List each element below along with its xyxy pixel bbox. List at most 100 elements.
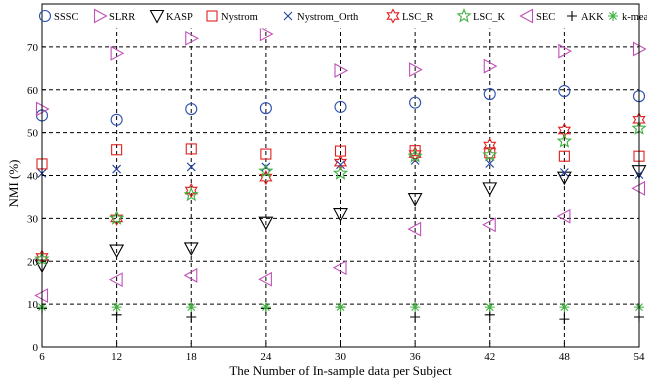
- y-tick-label: 30: [27, 213, 39, 225]
- data-point: [336, 160, 345, 170]
- data-point: [485, 159, 495, 168]
- legend-marker: [149, 9, 165, 24]
- legend-marker: [456, 7, 472, 23]
- data-point: [558, 84, 571, 98]
- data-point: [183, 242, 199, 257]
- data-point: [556, 133, 573, 148]
- data-point: [260, 302, 271, 313]
- data-point: [334, 100, 347, 113]
- data-point: [112, 164, 122, 174]
- data-point: [482, 146, 498, 162]
- data-point: [335, 302, 346, 313]
- x-tick-label: 6: [39, 351, 45, 363]
- data-point: [484, 302, 495, 313]
- legend-marker: [283, 11, 293, 21]
- legend-marker: [206, 10, 218, 22]
- data-point: [261, 162, 271, 172]
- data-point: [258, 163, 274, 178]
- data-point: [332, 165, 349, 180]
- data-point: [111, 144, 123, 156]
- data-point: [557, 122, 572, 139]
- data-point: [109, 244, 125, 259]
- x-axis-label: The Number of In-sample data per Subject: [229, 363, 452, 378]
- legend-label: Nystrom_Orth: [297, 12, 359, 23]
- data-point: [556, 208, 571, 224]
- data-point: [110, 113, 123, 126]
- data-point: [185, 30, 199, 46]
- data-point: [183, 267, 198, 283]
- legend-marker: [38, 9, 52, 23]
- y-tick-label: 40: [27, 171, 39, 183]
- y-tick-label: 20: [27, 256, 39, 268]
- y-tick-label: 10: [27, 299, 39, 311]
- data-point: [260, 148, 272, 160]
- legend-label: LSC_R: [402, 12, 434, 23]
- legend-marker: [567, 11, 577, 21]
- x-tick-label: 18: [186, 351, 198, 363]
- data-point: [111, 302, 122, 313]
- data-point: [332, 260, 347, 276]
- data-point: [559, 302, 570, 313]
- legend-label: AKK: [581, 12, 604, 23]
- data-point: [183, 186, 199, 202]
- data-point: [409, 96, 422, 109]
- data-point: [407, 148, 423, 163]
- data-point: [110, 45, 125, 61]
- legend: SSSC SLRR KASP Nystrom Nystrom_Orth LSC_R LSC_…: [38, 4, 647, 29]
- y-tick-label: 50: [27, 128, 39, 140]
- legend-label: k-means: [622, 12, 647, 23]
- legend-box: [42, 4, 639, 29]
- legend-label: Nystrom: [221, 12, 258, 23]
- legend-label: LSC_K: [473, 12, 506, 23]
- x-tick-label: 24: [260, 351, 272, 363]
- data-point: [408, 146, 422, 162]
- data-point: [333, 208, 348, 222]
- data-point: [483, 58, 498, 74]
- data-point: [559, 168, 569, 177]
- data-point: [482, 182, 498, 197]
- legend-marker: [519, 8, 534, 24]
- data-point: [483, 137, 497, 154]
- data-point: [108, 210, 125, 225]
- x-tick-label: 30: [335, 351, 347, 363]
- data-point: [259, 102, 272, 115]
- data-point: [409, 62, 423, 78]
- data-point: [482, 217, 496, 233]
- legend-marker: [386, 8, 400, 24]
- data-point: [259, 169, 273, 186]
- data-point: [407, 193, 423, 207]
- series-lsc-k: [34, 120, 647, 266]
- grid-lines: [42, 4, 639, 347]
- legend-label: KASP: [166, 12, 193, 23]
- y-tick-label: 60: [27, 85, 39, 97]
- data-point: [109, 210, 124, 227]
- legend-label: SEC: [536, 12, 555, 23]
- data-point: [186, 162, 196, 172]
- data-point: [483, 87, 496, 101]
- data-point: [334, 63, 349, 78]
- axis-ticks: 6 12 18 24 30 36 42 48 54 0 10 20 30 40 50 60 70: [27, 42, 645, 363]
- data-point: [186, 302, 197, 313]
- x-tick-label: 12: [111, 351, 122, 363]
- data-point: [258, 271, 272, 287]
- series-layer: [34, 26, 647, 325]
- data-point: [558, 43, 573, 59]
- data-point: [108, 272, 123, 288]
- y-tick-label: 0: [33, 342, 39, 354]
- data-point: [559, 314, 570, 325]
- data-point: [407, 221, 422, 237]
- x-tick-label: 54: [634, 351, 646, 363]
- data-point: [185, 102, 198, 116]
- data-point: [333, 154, 348, 171]
- legend-marker: [608, 11, 618, 21]
- data-point: [185, 143, 197, 155]
- legend-marker: [93, 8, 108, 24]
- y-axis-label: NMI (%): [6, 159, 21, 207]
- legend-label: SSSC: [54, 12, 79, 23]
- data-point: [410, 302, 421, 313]
- data-point: [558, 150, 570, 162]
- data-point: [186, 311, 197, 322]
- series-nystrom-orth: [37, 156, 644, 180]
- data-point: [259, 26, 274, 42]
